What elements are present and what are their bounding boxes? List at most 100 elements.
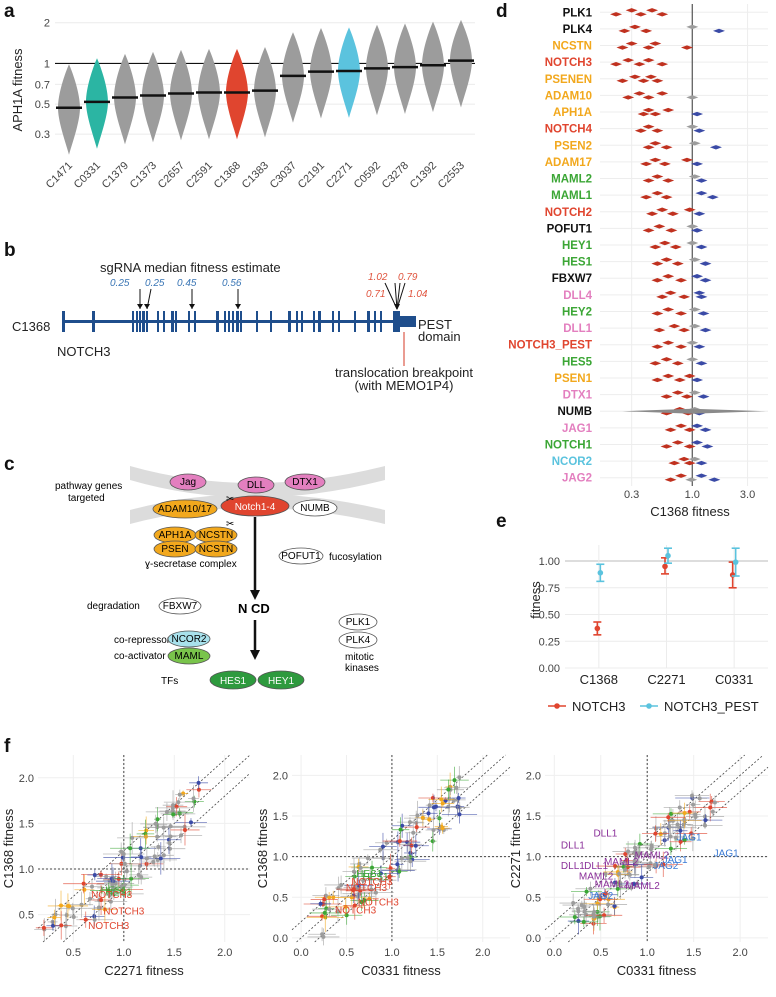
forest-mark-APH1A <box>662 107 675 113</box>
forest-mark-JAG2 <box>685 477 698 482</box>
scatter-point <box>612 904 617 909</box>
gene-label-NOTCH3: NOTCH3 <box>545 57 592 69</box>
scatter-point <box>612 880 617 885</box>
fbxw7-node <box>158 597 202 615</box>
xtick-C1368: C1368 <box>212 160 243 191</box>
forest-mark-NOTCH4 <box>686 124 699 129</box>
scatter-point <box>439 797 444 802</box>
exon-6 <box>157 311 159 332</box>
scatter-xtick: 0.0 <box>293 947 308 959</box>
aph1a-label: APH1A <box>159 530 192 541</box>
scatter-point <box>378 871 383 876</box>
forest-mark-PSEN2 <box>649 141 662 146</box>
scatter-point <box>598 897 603 902</box>
forest-mark-PSEN2 <box>660 145 673 150</box>
violin-C2191 <box>310 28 332 119</box>
legend-label-NOTCH3_PEST: NOTCH3_PEST <box>664 699 759 714</box>
scatter-ytick: 0.5 <box>273 892 288 904</box>
scatter-point <box>632 881 637 886</box>
scatter-point <box>602 913 607 918</box>
scatter-point <box>151 860 156 865</box>
jag-label: Jag <box>180 477 196 488</box>
pest-label-line2: domain <box>418 329 461 344</box>
scatter-point <box>170 805 175 810</box>
scatter-ytick: 1.0 <box>273 852 288 864</box>
scatter-point <box>446 804 451 809</box>
scatter-point <box>584 889 589 894</box>
scatter-label: MAML2 <box>595 880 630 891</box>
xtick-C0331: C0331 <box>72 160 103 191</box>
scatter-xtick: 2.0 <box>475 947 490 959</box>
forest-mark-HEY1 <box>695 244 708 250</box>
forest-mark-FBXW7 <box>691 274 704 279</box>
scatter-point <box>454 785 459 790</box>
exon-16 <box>236 311 239 332</box>
exon-8 <box>171 311 174 332</box>
maml-label: MAML <box>175 651 204 662</box>
scatter-point <box>63 924 68 929</box>
scatter-point <box>572 914 577 919</box>
forest-mark-NOTCH4 <box>693 128 706 133</box>
scatter-point <box>130 835 135 840</box>
gene-label-HEY1: HEY1 <box>562 240 593 252</box>
forest-mark-MAML2 <box>695 178 708 183</box>
scatter-xlabel: C2271 fitness <box>104 963 184 978</box>
forest-mark-NOTCH1 <box>701 444 714 449</box>
exon-23 <box>313 311 315 332</box>
forest-mark-JAG1 <box>664 427 677 433</box>
violin-C1379 <box>114 53 136 145</box>
forest-mark-PLK4 <box>712 28 725 34</box>
scatter-label: MAML2 <box>579 871 614 882</box>
panel-label-f: f <box>4 736 11 757</box>
forest-mark-NCSTN <box>649 41 662 46</box>
scatter-ytick: 0.5 <box>526 892 541 904</box>
scatter-label: DLL1 <box>584 861 608 872</box>
forest-mark-NOTCH2 <box>646 211 659 216</box>
gene-label-JAG1: JAG1 <box>562 423 593 435</box>
panel-b-gene-diagram: sgRNA median fitness estimate 0.25 0.25 … <box>12 260 473 393</box>
exon-27 <box>354 311 356 332</box>
forest-mark-PSENEN <box>616 78 629 83</box>
forest-mark-HEY2 <box>651 311 664 316</box>
point-NOTCH3_PEST-C1368 <box>597 570 604 576</box>
scatter-point <box>623 867 628 872</box>
sgrna-estimate-2: 0.25 <box>145 278 165 289</box>
scatter-label: NOTCH3 <box>88 921 130 932</box>
scatter-point <box>411 830 416 835</box>
forest-mark-NOTCH3_PEST <box>686 340 699 345</box>
scatter-point <box>669 811 674 816</box>
scatter-point <box>96 905 101 910</box>
ncstn-node-2 <box>194 540 238 558</box>
exon-26 <box>338 311 340 332</box>
scatter-point <box>339 882 344 887</box>
forest-mark-DLL1 <box>678 327 691 333</box>
forest-mark-DLL1 <box>668 323 681 329</box>
scatter-label: JAG1 <box>663 855 688 866</box>
scatter-label: HES1 <box>356 869 383 880</box>
scatter-xlabel: C0331 fitness <box>617 963 697 978</box>
scatter-xtick: 0.5 <box>339 947 354 959</box>
xtick-C0592: C0592 <box>352 160 383 191</box>
scatter-point <box>433 804 438 809</box>
scatter-point <box>351 869 356 874</box>
scatter-point <box>370 865 375 870</box>
scatter-point <box>633 845 638 850</box>
scatter-point <box>59 903 64 908</box>
scatter-point <box>41 925 46 930</box>
scatter-label: NOTCH3 <box>346 883 388 894</box>
fucosylation-label: fucosylation <box>329 552 382 563</box>
scatter-point <box>83 917 88 922</box>
right-estimate-3: 0.71 <box>366 289 385 300</box>
exon-30 <box>380 311 382 332</box>
forest-mark-APH1A <box>691 111 704 117</box>
panel-b-title: sgRNA median fitness estimate <box>100 260 281 275</box>
forest-mark-NOTCH3_PEST <box>662 340 675 345</box>
scatter-point <box>708 805 713 810</box>
forest-mark-DLL4 <box>664 290 677 296</box>
gene-label-PLK1: PLK1 <box>563 7 593 19</box>
scatter-point <box>621 864 626 869</box>
gene-label-ADAM17: ADAM17 <box>545 157 592 169</box>
ncor2-label: NCOR2 <box>171 634 206 645</box>
forest-mark-JAG2 <box>695 473 708 478</box>
panel-label-c: c <box>4 454 15 475</box>
